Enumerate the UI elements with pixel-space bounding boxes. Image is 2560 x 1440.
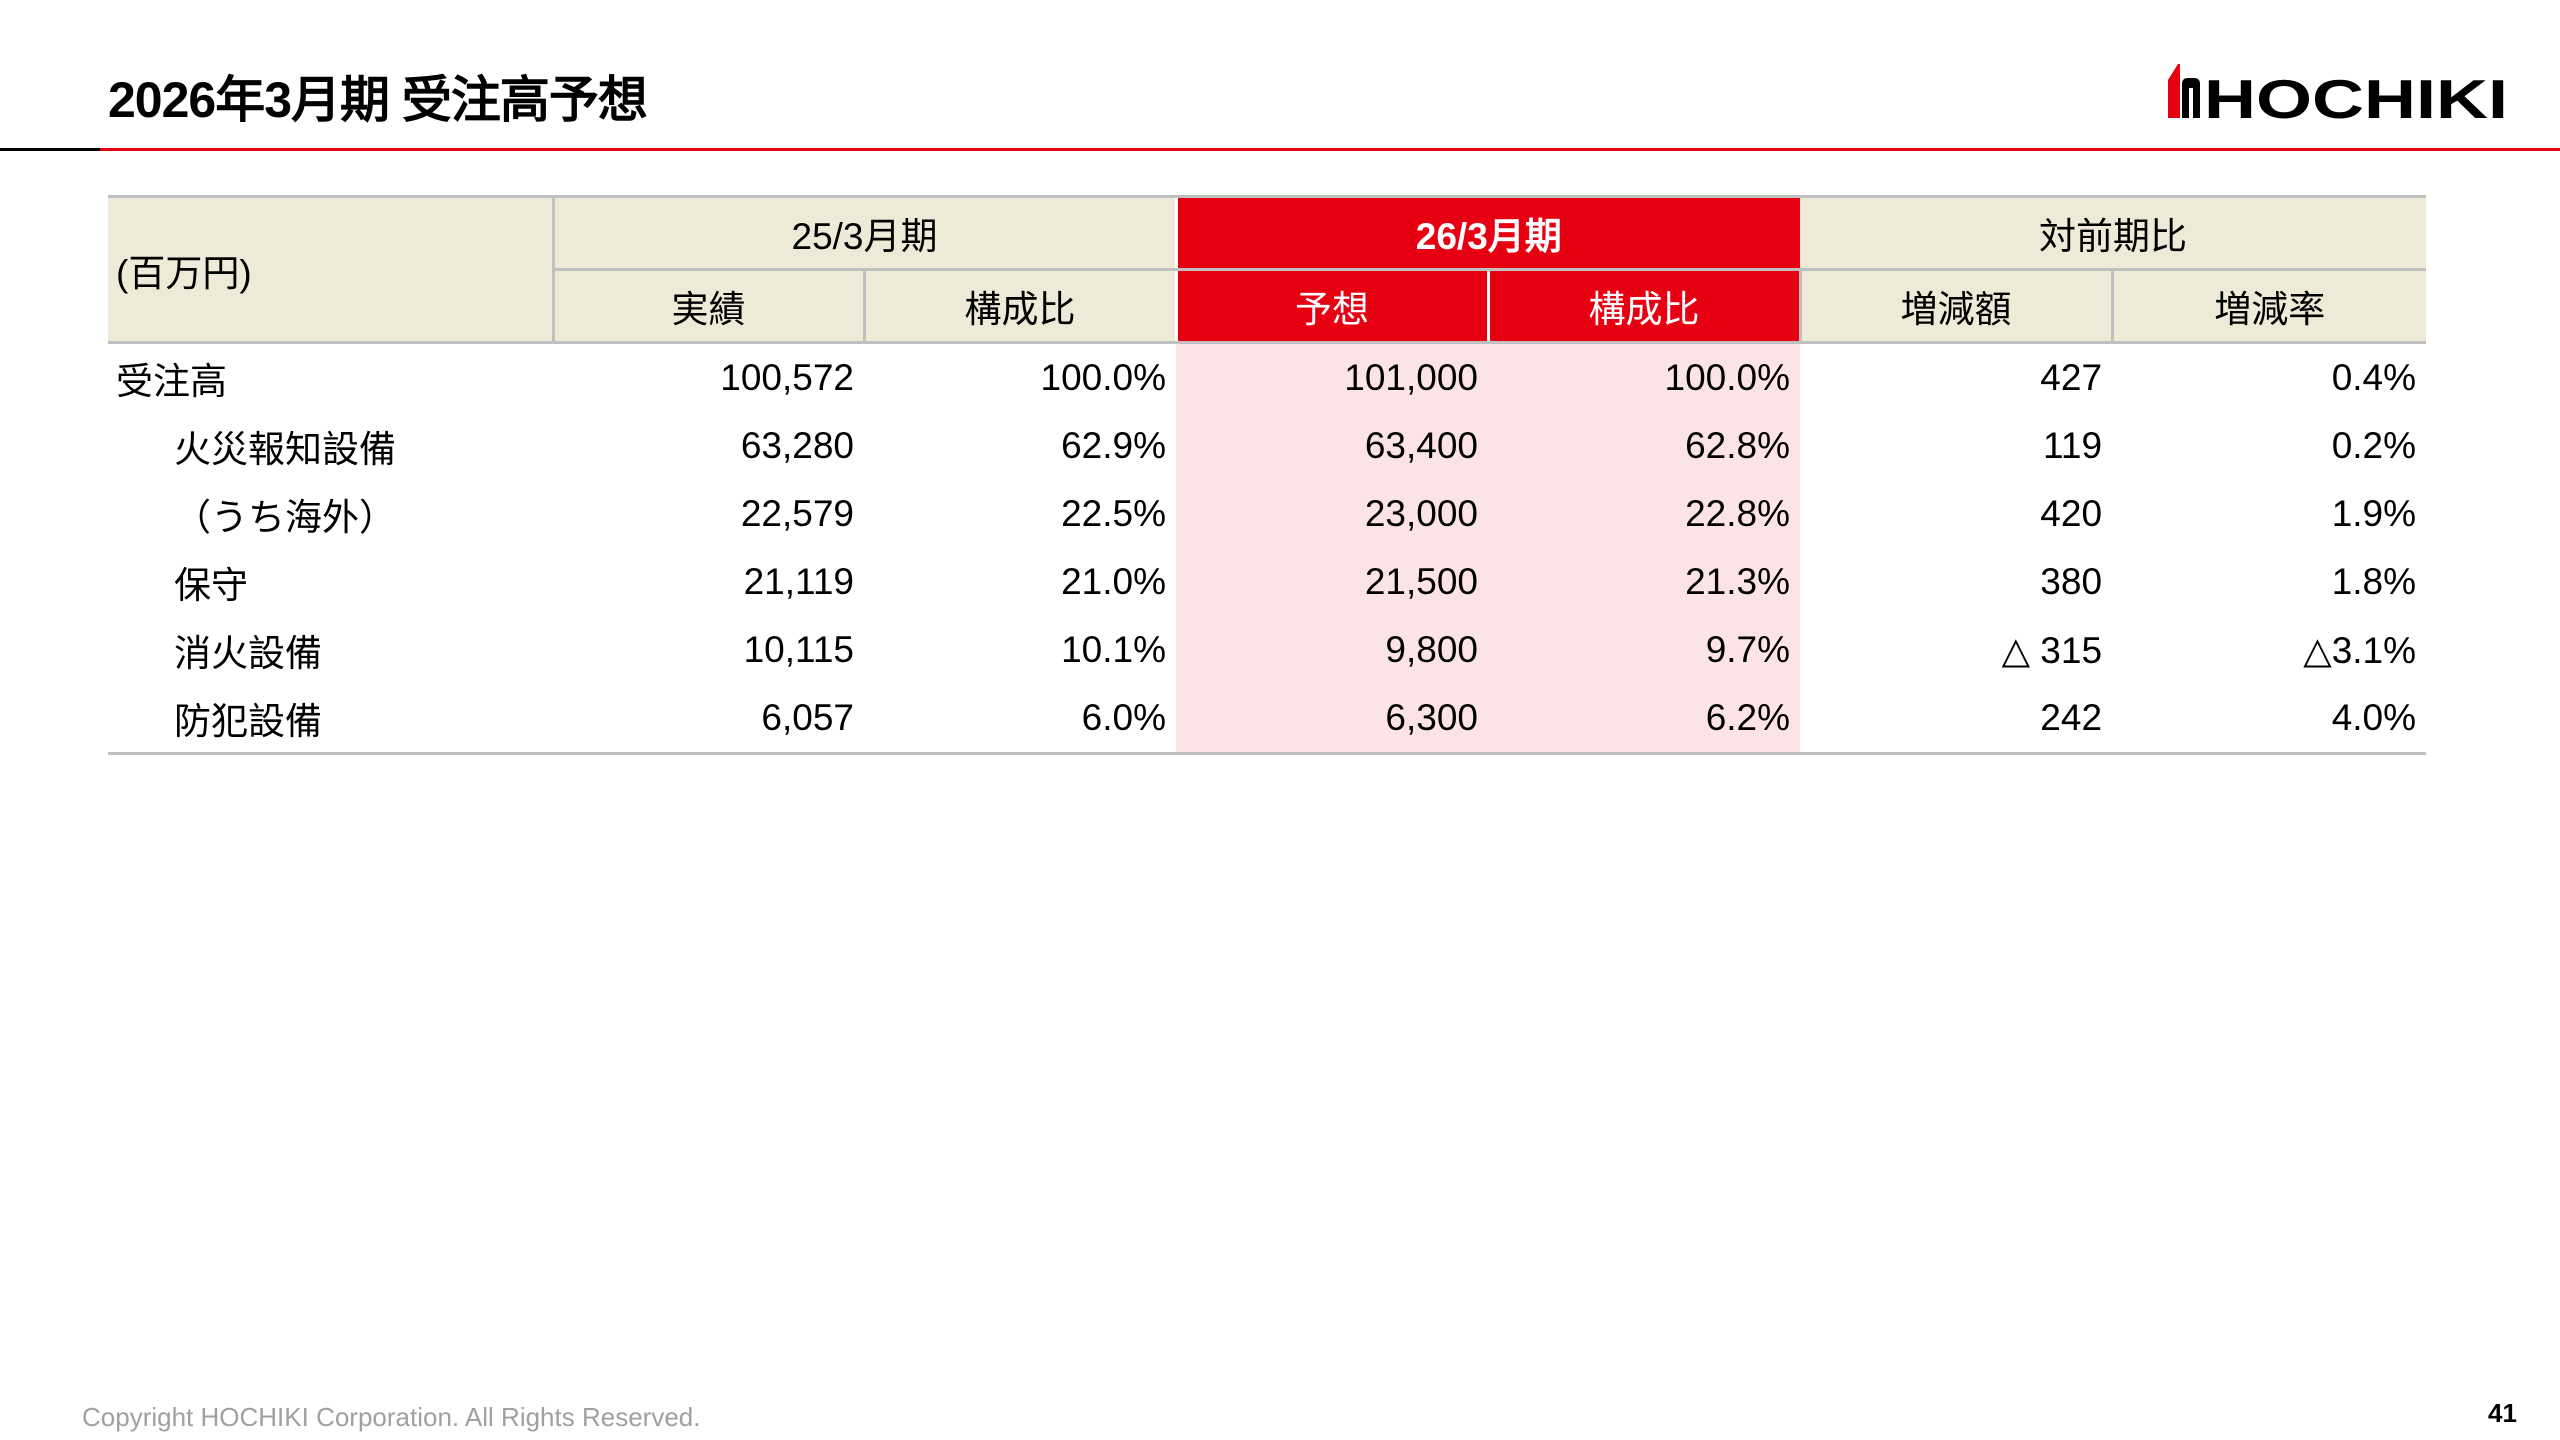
cell-value: 101,000 — [1176, 342, 1489, 412]
group-header-fy26: 26/3月期 — [1174, 195, 1801, 271]
sub-header-actual: 実績 — [551, 268, 864, 344]
unit-label: (百万円) — [108, 195, 553, 344]
table-row: 防犯設備 6,057 6.0% 6,300 6.2% 242 4.0% — [108, 684, 2427, 755]
cell-value: 100.0% — [1488, 342, 1801, 412]
cell-value: 62.8% — [1488, 412, 1801, 480]
cell-value: 6,300 — [1176, 684, 1489, 755]
sub-header-ratio: 構成比 — [862, 268, 1177, 344]
cell-value: △3.1% — [2303, 629, 2417, 671]
header-divider-black — [0, 148, 102, 151]
cell-value: 0.2% — [2331, 425, 2417, 466]
cell-value: 420 — [2040, 493, 2103, 534]
cell-value: 242 — [1800, 684, 2113, 755]
table-row: 受注高 100,572 100.0% 101,000 100.0% 427 0.4% — [108, 342, 2426, 412]
sub-header-change-rate: 増減率 — [2110, 268, 2427, 344]
cell-value: 23,000 — [1176, 480, 1489, 548]
cell-value: 6,057 — [553, 684, 864, 755]
sub-header-change: 増減額 — [1798, 268, 2113, 344]
cell-value: 21,500 — [1176, 548, 1489, 616]
row-label: （うち海外） — [174, 497, 396, 538]
header-row-sub: 実績 構成比 予想 構成比 増減額 増減率 — [108, 268, 2427, 344]
cell-value: 9,800 — [1176, 616, 1489, 684]
cell-value: 22.5% — [1061, 493, 1167, 534]
group-header-yoy: 対前期比 — [1800, 195, 2427, 271]
cell-value: 427 — [2040, 357, 2103, 398]
row-label: 消火設備 — [174, 633, 322, 674]
header-row-groups: (百万円) 25/3月期 26/3月期 対前期比 — [108, 195, 2427, 344]
cell-value: 63,400 — [1176, 412, 1489, 480]
table-row: 保守 21,119 21.0% 21,500 21.3% 380 1.8% — [108, 548, 2426, 616]
logo-text: HOCHIKI — [2204, 68, 2508, 120]
cell-value: 119 — [2043, 425, 2103, 466]
row-label: 受注高 — [116, 361, 227, 402]
sub-header-forecast: 予想 — [1174, 268, 1489, 344]
cell-value: 0.4% — [2331, 357, 2417, 398]
page-number: 41 — [2488, 1398, 2517, 1428]
cell-value: 1.8% — [2331, 561, 2417, 602]
table-row: （うち海外） 22,579 22.5% 23,000 22.8% 420 1.9% — [108, 480, 2426, 548]
group-header-fy25: 25/3月期 — [551, 195, 1177, 271]
cell-value: 1.9% — [2331, 493, 2417, 534]
cell-value: 21.3% — [1488, 548, 1801, 616]
cell-value: 380 — [2040, 561, 2103, 602]
cell-value: 10.1% — [1061, 629, 1167, 670]
header-divider-red — [100, 148, 2560, 151]
page-title: 2026年3月期 受注高予想 — [108, 72, 648, 128]
orders-forecast-table: (百万円) 25/3月期 26/3月期 対前期比 実績 構成比 予想 構成比 増… — [108, 195, 2427, 755]
cell-value: 6.2% — [1488, 684, 1801, 755]
cell-value: 22.8% — [1488, 480, 1801, 548]
row-label: 保守 — [174, 565, 248, 606]
cell-value: 62.9% — [1061, 425, 1167, 466]
cell-value: 10,115 — [743, 629, 854, 670]
copyright: Copyright HOCHIKI Corporation. All Right… — [82, 1402, 701, 1432]
row-label: 防犯設備 — [108, 684, 553, 755]
row-label: 火災報知設備 — [174, 429, 396, 470]
cell-value: 100.0% — [1040, 357, 1167, 398]
table-row: 消火設備 10,115 10.1% 9,800 9.7% △ 315 △3.1% — [108, 616, 2426, 684]
cell-value: 21.0% — [1061, 561, 1167, 602]
cell-value: 9.7% — [1488, 616, 1801, 684]
cell-value: 6.0% — [864, 684, 1177, 755]
sub-header-ratio: 構成比 — [1486, 268, 1801, 344]
hochiki-logo: HOCHIKI — [2168, 60, 2510, 120]
cell-value: 63,280 — [740, 425, 854, 466]
cell-value: △ 315 — [2001, 629, 2103, 671]
cell-value: 21,119 — [743, 561, 854, 602]
cell-value: 22,579 — [740, 493, 854, 534]
cell-value: 100,572 — [720, 357, 854, 398]
cell-value: 4.0% — [2112, 684, 2427, 755]
table-row: 火災報知設備 63,280 62.9% 63,400 62.8% 119 0.2% — [108, 412, 2426, 480]
